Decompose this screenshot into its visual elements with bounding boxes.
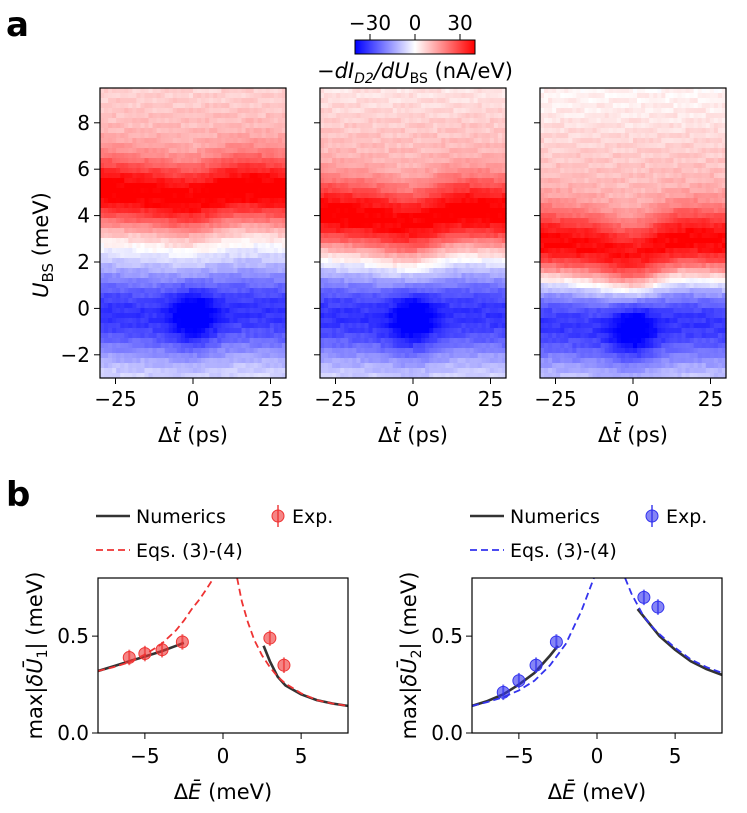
heatmap-ytick-label-0: −2 bbox=[61, 343, 90, 367]
heatmap-xtick-label-0-2: 25 bbox=[258, 387, 283, 411]
heatmap-xtick-label-1-1: 0 bbox=[407, 387, 420, 411]
colorbar-tick-label-0: −30 bbox=[349, 11, 391, 35]
legend-eqs-label-1: Eqs. (3)-(4) bbox=[510, 540, 617, 562]
ylabel-0: max|δŪ1| (meV) bbox=[22, 572, 51, 740]
exp-point-1-4 bbox=[637, 590, 651, 604]
line-plot-left: −5 0 5 0.0 0.5 ΔĒ (meV) max|δŪ1| (meV) Numeri… bbox=[22, 505, 349, 804]
xtick-label-1-2: 5 bbox=[669, 744, 682, 768]
heatmap-xtick-label-1-2: 25 bbox=[478, 387, 503, 411]
plot-area-0 bbox=[98, 578, 348, 708]
heatmap-left bbox=[100, 88, 287, 379]
legend-numerics-label-0: Numerics bbox=[136, 506, 226, 528]
heatmap-xtick-label-2-1: 0 bbox=[627, 387, 640, 411]
exp-point-0-1 bbox=[138, 647, 152, 661]
ytick-label-1-0: 0.0 bbox=[431, 721, 463, 745]
xtick-label-1-0: −5 bbox=[504, 744, 533, 768]
heatmap-ytick-label-3: 4 bbox=[77, 204, 90, 228]
heatmap-xlabel-right: Δt̄ (ps) bbox=[598, 422, 668, 447]
exp-point-0-5 bbox=[277, 658, 291, 672]
eqs-curve-0-2 bbox=[98, 578, 215, 672]
exp-point-0-4 bbox=[263, 631, 277, 645]
heatmap-ytick-label-5: 8 bbox=[77, 111, 90, 135]
plot-area-1 bbox=[472, 578, 722, 708]
xlabel-0: ΔĒ (meV) bbox=[174, 779, 272, 804]
xtick-label-1-1: 0 bbox=[591, 744, 604, 768]
exp-point-1-3 bbox=[549, 635, 563, 649]
heatmap-xlabel-left: Δt̄ (ps) bbox=[158, 422, 228, 447]
numerics-curve-1-1 bbox=[636, 608, 722, 677]
heatmap-xtick-label-2-2: 25 bbox=[698, 387, 723, 411]
legend-numerics-label-1: Numerics bbox=[510, 506, 600, 528]
eqs-curve-1-3 bbox=[624, 578, 722, 674]
colorbar-tick-label-2: 30 bbox=[447, 11, 472, 35]
exp-point-1-2 bbox=[529, 658, 543, 672]
xtick-label-0-1: 0 bbox=[217, 744, 230, 768]
panel-label-b: b bbox=[6, 475, 30, 515]
legend-exp-label-1: Exp. bbox=[666, 506, 707, 528]
xlabel-1: ΔĒ (meV) bbox=[548, 779, 646, 804]
colorbar-ticks: −30 0 30 bbox=[349, 11, 473, 40]
legend-exp-marker-1 bbox=[645, 509, 659, 523]
line-plot-right: −5 0 5 0.0 0.5 ΔĒ (meV) max|δŪ2| (meV) Numeri… bbox=[396, 505, 723, 804]
plot-frame-0 bbox=[97, 577, 349, 734]
exp-point-0-0 bbox=[122, 650, 136, 664]
exp-point-1-0 bbox=[496, 685, 510, 699]
legend-eqs-label-0: Eqs. (3)-(4) bbox=[136, 540, 243, 562]
xtick-label-0-0: −5 bbox=[130, 744, 159, 768]
exp-point-0-3 bbox=[175, 635, 189, 649]
panel-label-a: a bbox=[6, 5, 29, 45]
heatmap-xtick-label-1-0: −25 bbox=[314, 387, 356, 411]
ytick-label-0-0: 0.0 bbox=[57, 721, 89, 745]
exp-point-1-1 bbox=[512, 674, 526, 688]
heatmap-ytick-label-2: 2 bbox=[77, 250, 90, 274]
eqs-curve-0-3 bbox=[236, 578, 348, 707]
eqs-curve-1-2 bbox=[472, 578, 595, 707]
heatmap-xtick-label-0-0: −25 bbox=[94, 387, 136, 411]
heatmap-xlabel-middle: Δt̄ (ps) bbox=[378, 422, 448, 447]
legend-exp-marker-0 bbox=[271, 509, 285, 523]
ylabel-1: max|δŪ2| (meV) bbox=[396, 572, 425, 740]
xtick-label-0-2: 5 bbox=[295, 744, 308, 768]
colorbar-tick-label-1: 0 bbox=[409, 11, 422, 35]
exp-point-1-5 bbox=[651, 600, 665, 614]
ytick-label-1-1: 0.5 bbox=[431, 624, 463, 648]
heatmap-middle bbox=[320, 88, 507, 379]
colorbar-label: −dID2/dUBS (nA/eV) bbox=[317, 59, 513, 87]
heatmap-xtick-label-2-0: −25 bbox=[534, 387, 576, 411]
exp-point-0-2 bbox=[155, 643, 169, 657]
heatmap-ytick-label-1: 0 bbox=[77, 296, 90, 320]
colorbar-gradient bbox=[354, 39, 476, 55]
line-plots: −5 0 5 0.0 0.5 ΔĒ (meV) max|δŪ1| (meV) Numeri… bbox=[22, 505, 723, 804]
heatmap-xtick-label-0-1: 0 bbox=[187, 387, 200, 411]
numerics-curve-0-1 bbox=[262, 645, 348, 708]
heatmap-axes: −25 0 25 −2 0 2 4 6 8 Δt̄ (ps) −25 0 25 Δt̄ (ps) −25 0 2… bbox=[61, 87, 727, 447]
colorbar: −30 0 30 −dID2/dUBS (nA/eV) bbox=[317, 11, 513, 87]
heatmap-right bbox=[540, 88, 727, 379]
heatmap-ylabel: UBS (meV) bbox=[29, 192, 57, 298]
ytick-label-0-1: 0.5 bbox=[57, 624, 89, 648]
heatmap-ytick-label-4: 6 bbox=[77, 157, 90, 181]
legend-exp-label-0: Exp. bbox=[292, 506, 333, 528]
heatmap-panels bbox=[100, 88, 727, 379]
